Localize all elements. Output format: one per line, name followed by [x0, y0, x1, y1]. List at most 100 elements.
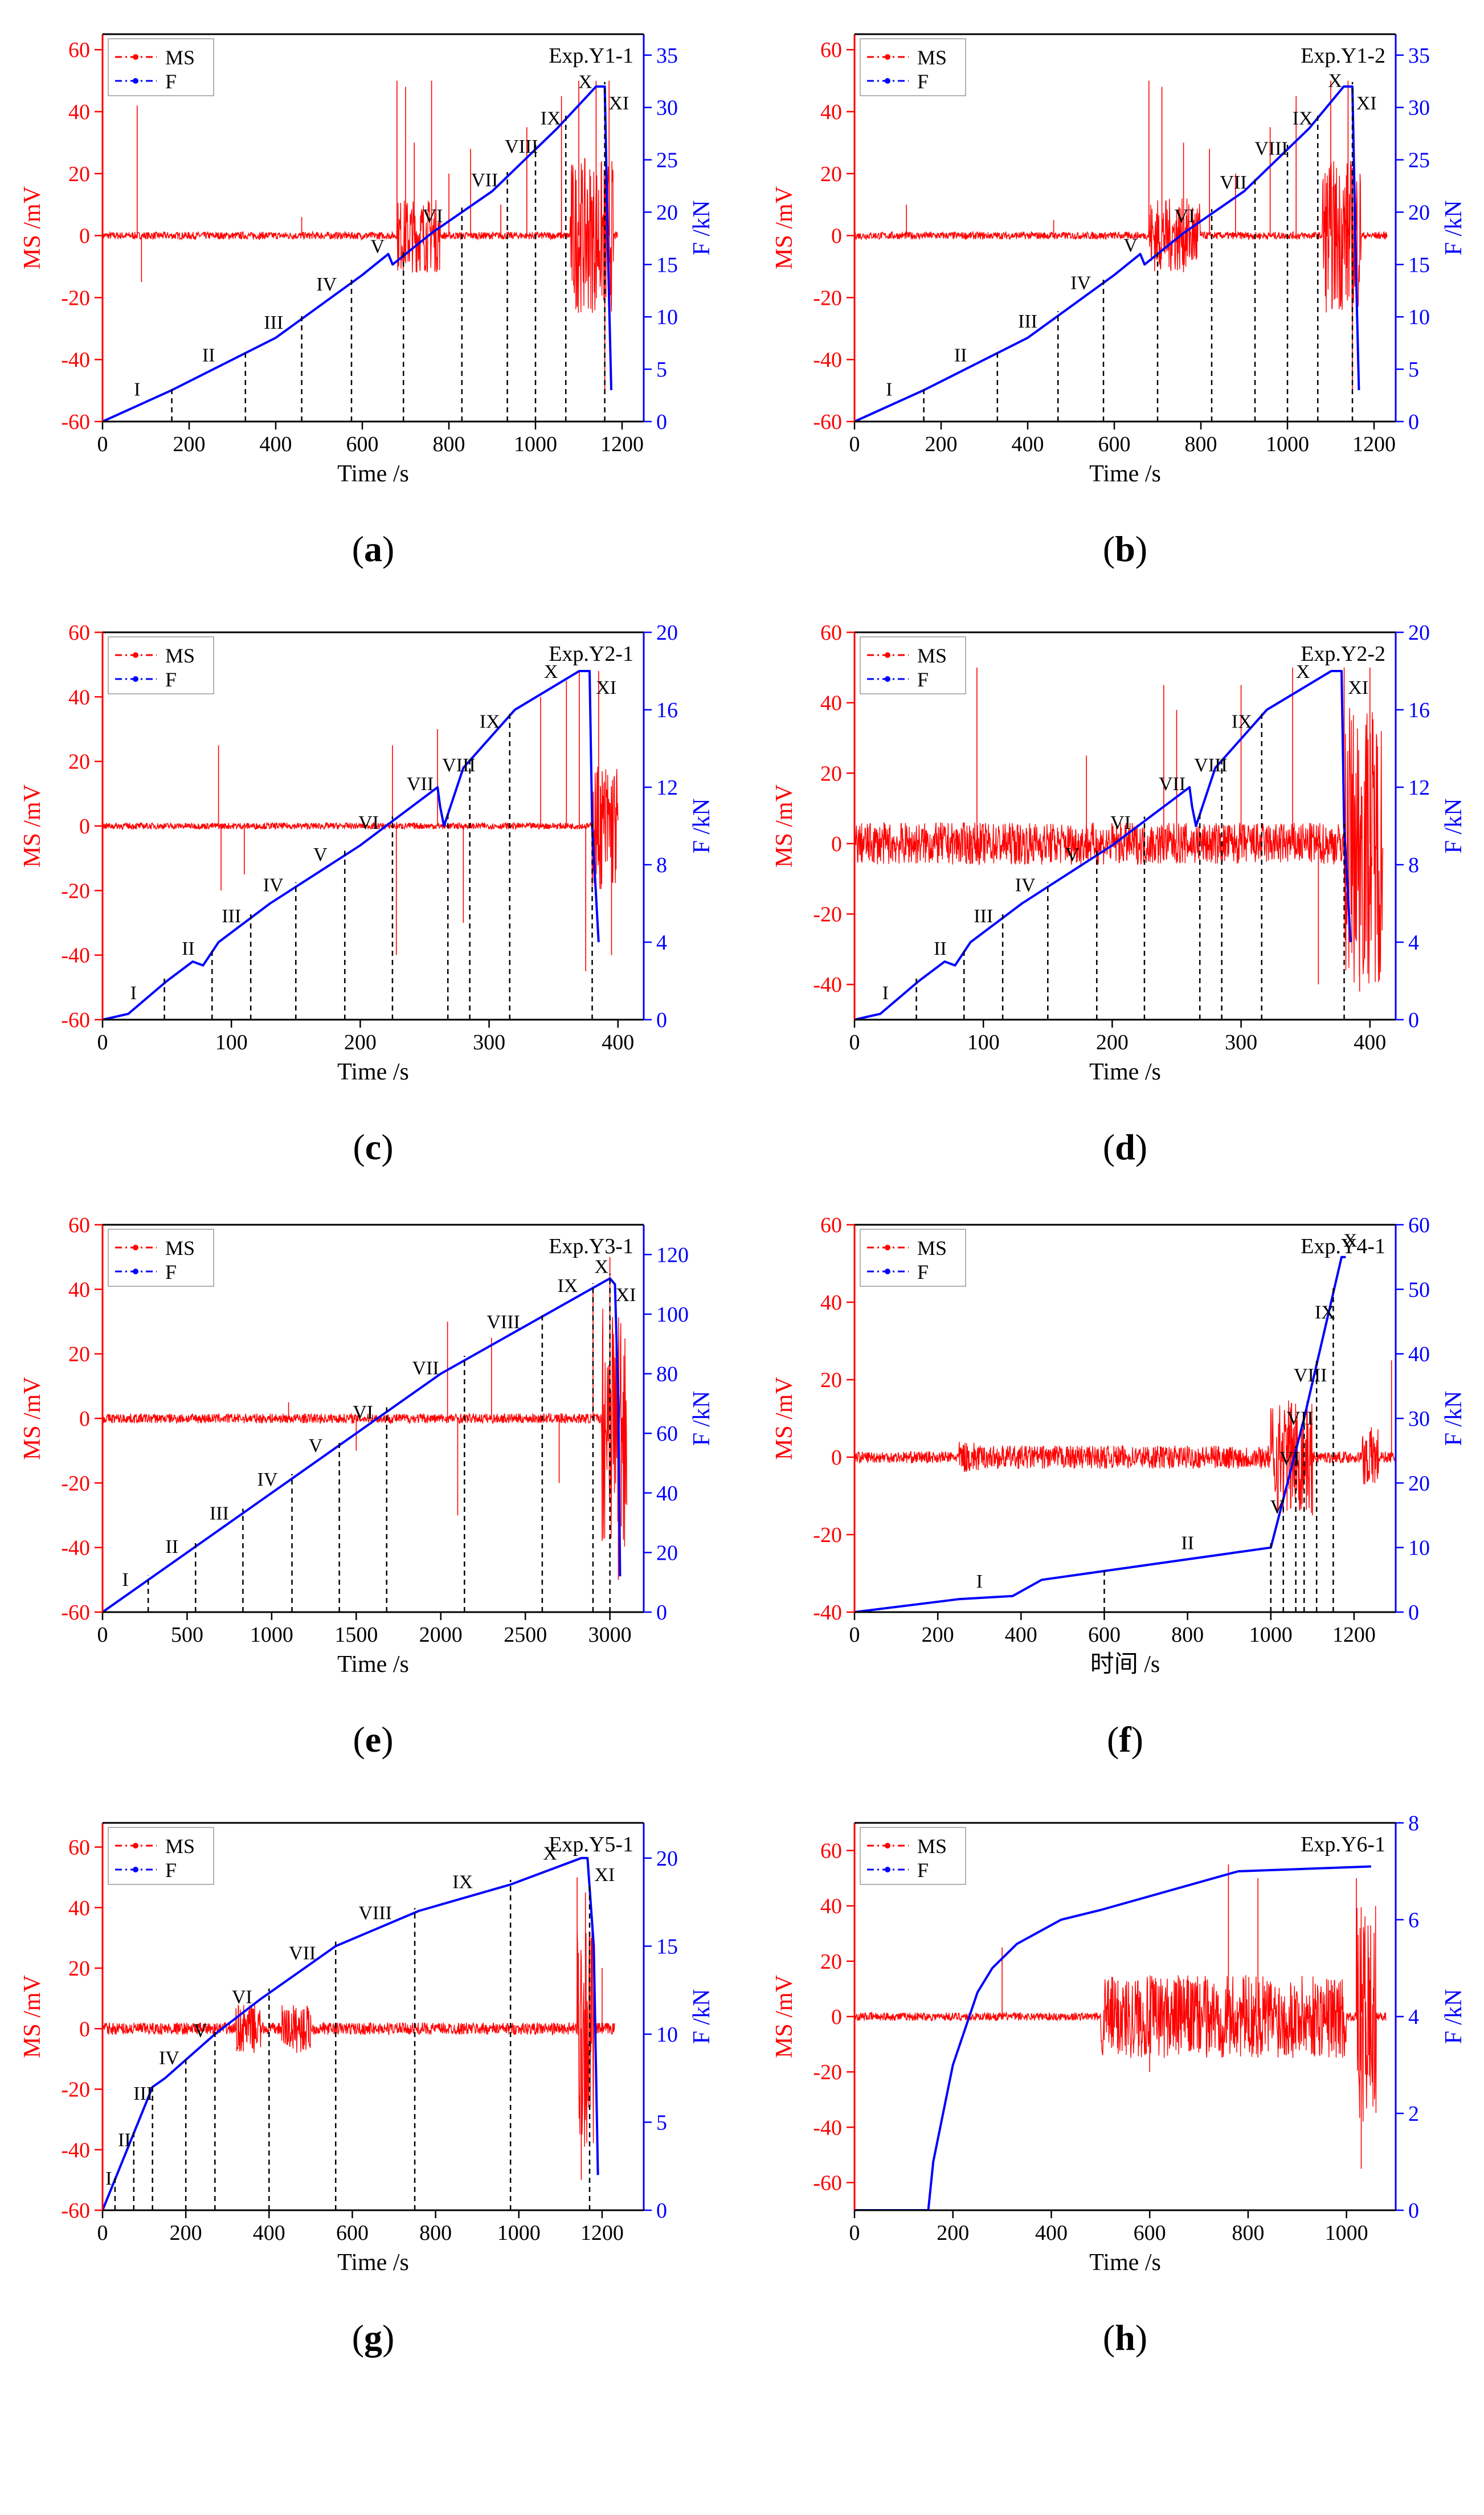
x-tick-label-5: 1000: [1325, 2221, 1368, 2245]
legend: MSF: [860, 1229, 966, 1287]
legend-f-label: F: [165, 1859, 177, 1882]
legend: MSF: [860, 38, 966, 96]
x-tick-label-5: 1000: [1266, 432, 1309, 456]
stage-label-0: I: [105, 2168, 112, 2189]
x-tick-label-0: 0: [849, 1623, 860, 1647]
panel-caption: (a): [352, 529, 395, 569]
legend-f-label: F: [917, 1859, 929, 1882]
y2-tick-label-4: 8: [1408, 1811, 1419, 1835]
x-tick-label-4: 2000: [419, 1623, 463, 1647]
y-tick-label-6: 60: [820, 1839, 842, 1863]
x-axis-label: Time /s: [337, 2250, 409, 2276]
stage-label-6: IX: [1315, 1302, 1335, 1323]
stage-label-3: IV: [1015, 874, 1036, 895]
x-tick-label-3: 600: [1134, 2221, 1166, 2245]
force-series-line: [855, 85, 1360, 422]
y2-tick-label-5: 20: [656, 621, 678, 645]
y-axis-label: MS /mV: [771, 1975, 798, 2058]
stage-label-7: X: [1343, 1230, 1358, 1252]
stage-label-8: IX: [480, 711, 500, 733]
stage-label-7: VIII: [442, 755, 476, 776]
legend: MSF: [860, 636, 966, 694]
stage-label-4: V: [1123, 235, 1138, 256]
legend-ms-marker: [885, 1245, 890, 1250]
y2-tick-label-2: 40: [656, 1482, 678, 1506]
y2-tick-label-1: 4: [1408, 931, 1419, 955]
stage-label-6: VII: [1220, 172, 1246, 193]
y-tick-label-6: 60: [68, 621, 90, 645]
y2-tick-label-2: 10: [1408, 305, 1430, 329]
y-tick-label-3: 0: [79, 1407, 90, 1431]
y-tick-label-0: -60: [61, 2199, 90, 2223]
y-tick-label-1: -40: [813, 348, 842, 372]
x-tick-label-1: 200: [925, 432, 958, 456]
panel-caption: (g): [352, 2317, 395, 2358]
y2-tick-label-1: 5: [656, 2111, 667, 2134]
stage-label-2: III: [222, 906, 241, 927]
y2-tick-label-3: 12: [656, 776, 678, 800]
y2-axis-label: F /kN: [689, 1989, 715, 2044]
y-tick-label-5: 40: [820, 1895, 842, 1919]
y2-tick-label-1: 4: [656, 931, 667, 955]
y-tick-label-2: -20: [61, 286, 90, 310]
y2-tick-label-0: 0: [656, 410, 667, 434]
chart-title: Exp.Y2-1: [549, 642, 633, 666]
stage-label-8: IX: [452, 1871, 473, 1892]
legend-f-label: F: [165, 70, 177, 93]
legend-box: [108, 38, 214, 96]
y-tick-label-0: -40: [813, 973, 842, 997]
y-tick-label-1: -40: [61, 348, 90, 372]
stage-label-3: IV: [263, 874, 284, 895]
y-tick-label-6: 60: [68, 38, 90, 62]
y2-tick-label-2: 20: [1408, 1471, 1430, 1495]
legend-ms-label: MS: [917, 1835, 947, 1858]
y-tick-label-2: -20: [61, 2078, 90, 2102]
stage-label-10: XI: [1356, 93, 1377, 114]
plot-area: [855, 1256, 1396, 1612]
legend-f-marker: [133, 1269, 138, 1274]
legend-box: [108, 1229, 214, 1287]
y2-tick-label-3: 30: [1408, 1407, 1430, 1431]
stage-label-0: I: [130, 983, 137, 1004]
x-tick-label-0: 0: [97, 1623, 108, 1647]
x-tick-label-5: 2500: [504, 1623, 547, 1647]
y-tick-label-4: 20: [820, 1950, 842, 1974]
legend-f-label: F: [165, 1261, 177, 1283]
y2-tick-label-0: 0: [656, 1601, 667, 1625]
stage-label-5: VI: [1110, 812, 1131, 833]
chart-title: Exp.Y1-1: [549, 44, 633, 68]
y-axis-label: MS /mV: [19, 1975, 46, 2058]
stage-label-7: VIII: [1254, 138, 1288, 160]
stage-label-1: II: [118, 2129, 131, 2150]
x-tick-label-5: 1000: [497, 2221, 541, 2245]
panel-caption: (d): [1103, 1127, 1147, 1167]
y2-tick-label-6: 120: [656, 1243, 689, 1267]
y-axis-label: MS /mV: [771, 784, 798, 868]
x-tick-label-1: 200: [922, 1623, 954, 1647]
stage-label-1: II: [182, 938, 195, 959]
x-tick-label-3: 600: [1088, 1623, 1121, 1647]
y-tick-label-4: 20: [68, 750, 90, 774]
y-tick-label-0: -60: [61, 1601, 90, 1625]
panel-caption: (c): [353, 1127, 393, 1167]
stage-label-3: IV: [257, 1469, 278, 1490]
legend-ms-marker: [885, 652, 890, 658]
y-tick-label-3: 20: [820, 762, 842, 786]
stage-label-10: XI: [594, 1864, 615, 1886]
x-tick-label-0: 0: [849, 2221, 860, 2245]
x-tick-label-4: 800: [433, 432, 465, 456]
y2-tick-label-5: 20: [1408, 621, 1430, 645]
x-tick-label-1: 200: [173, 432, 206, 456]
x-tick-label-0: 0: [97, 2221, 108, 2245]
stage-label-8: IX: [557, 1275, 578, 1297]
plot-area: [103, 1856, 615, 2210]
stage-label-2: III: [974, 906, 993, 927]
x-axis-label: 时间 /s: [1090, 1651, 1160, 1678]
stage-label-9: X: [595, 1257, 609, 1278]
y-tick-label-2: -20: [813, 2060, 842, 2084]
legend-box: [108, 636, 214, 694]
legend-ms-label: MS: [165, 1237, 195, 1259]
